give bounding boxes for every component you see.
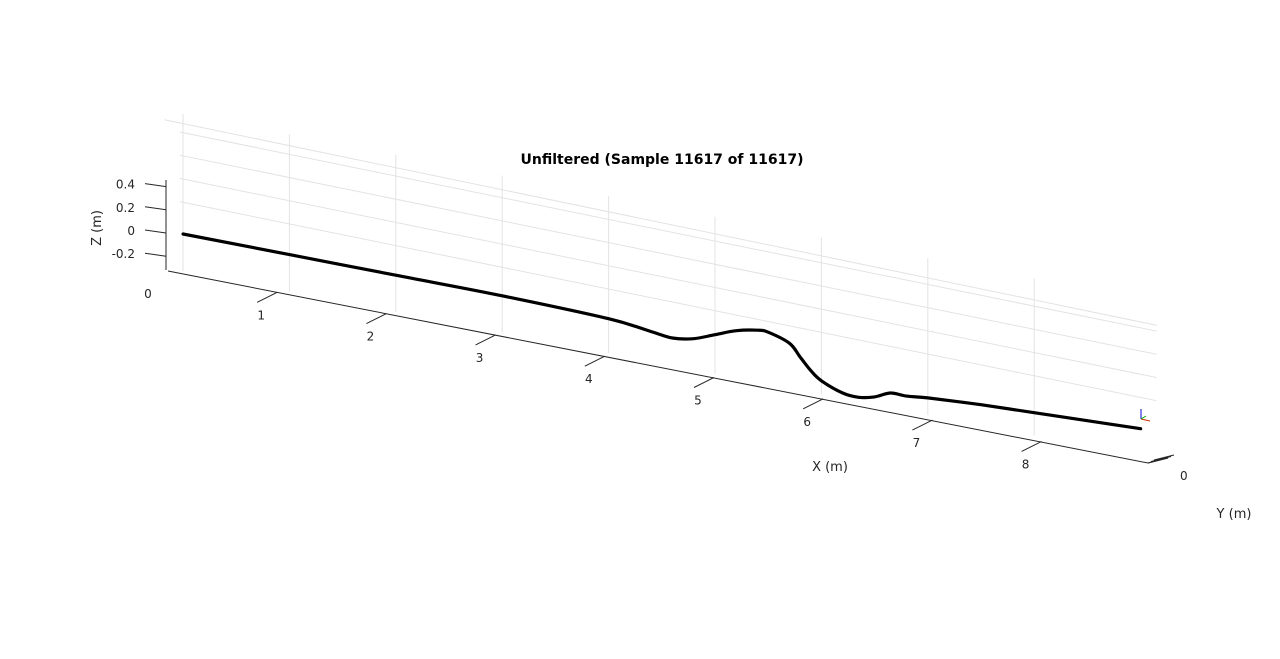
z-tick-label: 0.4 xyxy=(116,178,135,192)
grid-line-z xyxy=(179,131,1157,332)
y-tick-label: 0 xyxy=(1180,469,1188,483)
grid-line-z xyxy=(179,154,1157,355)
y-tick-mark xyxy=(1150,456,1172,462)
y-tick-mark xyxy=(1153,454,1175,461)
y-axis-label: Y (m) xyxy=(1216,507,1252,522)
x-tick-mark xyxy=(802,398,824,410)
tick-labels: 0 1 2 3 4 5 6 7 8 0 0.4 0.2 0 -0.2 xyxy=(112,178,1188,483)
end-marker-y-axis xyxy=(1140,415,1147,420)
x-tick-label: 3 xyxy=(476,351,484,365)
z-tick-mark xyxy=(144,206,167,211)
end-marker xyxy=(1140,409,1151,422)
z-tick-label: -0.2 xyxy=(112,247,135,261)
z-tick-label: 0 xyxy=(127,224,135,238)
grid-lines xyxy=(164,113,1157,436)
x-tick-label: 8 xyxy=(1022,457,1030,471)
x-tick-label: 6 xyxy=(803,415,811,429)
x-tick-label: 1 xyxy=(257,308,265,322)
x-tick-mark xyxy=(584,355,606,367)
end-marker-x-axis xyxy=(1140,418,1151,422)
z-tick-mark xyxy=(144,252,167,257)
y-tick-mark xyxy=(1147,457,1169,464)
x-tick-mark xyxy=(1021,440,1042,452)
axes xyxy=(144,180,1175,464)
x-tick-label: 2 xyxy=(367,330,375,344)
z-tick-label: 0.2 xyxy=(116,201,135,215)
z-tick-mark xyxy=(144,229,167,234)
x-axis-label: X (m) xyxy=(812,460,848,475)
x-tick-label: 5 xyxy=(694,394,702,408)
trajectory-line xyxy=(181,232,1143,431)
x-tick-label: 4 xyxy=(585,372,593,386)
trajectory-layer xyxy=(181,232,1143,431)
x-tick-label: 0 xyxy=(144,287,152,301)
grid-line-z xyxy=(179,177,1157,378)
chart-title: Unfiltered (Sample 11617 of 11617) xyxy=(521,152,804,168)
x-tick-label: 7 xyxy=(913,436,921,450)
x-tick-mark xyxy=(366,313,387,325)
x-tick-mark xyxy=(256,291,278,303)
x-tick-mark xyxy=(693,377,715,388)
grid-back-edge xyxy=(164,119,1157,326)
z-axis-label: Z (m) xyxy=(90,210,105,246)
x-axis-line xyxy=(167,270,1149,464)
x-tick-mark xyxy=(475,334,496,346)
z-tick-mark xyxy=(144,183,167,188)
grid-line-z xyxy=(179,201,1157,402)
x-tick-mark xyxy=(912,419,933,431)
